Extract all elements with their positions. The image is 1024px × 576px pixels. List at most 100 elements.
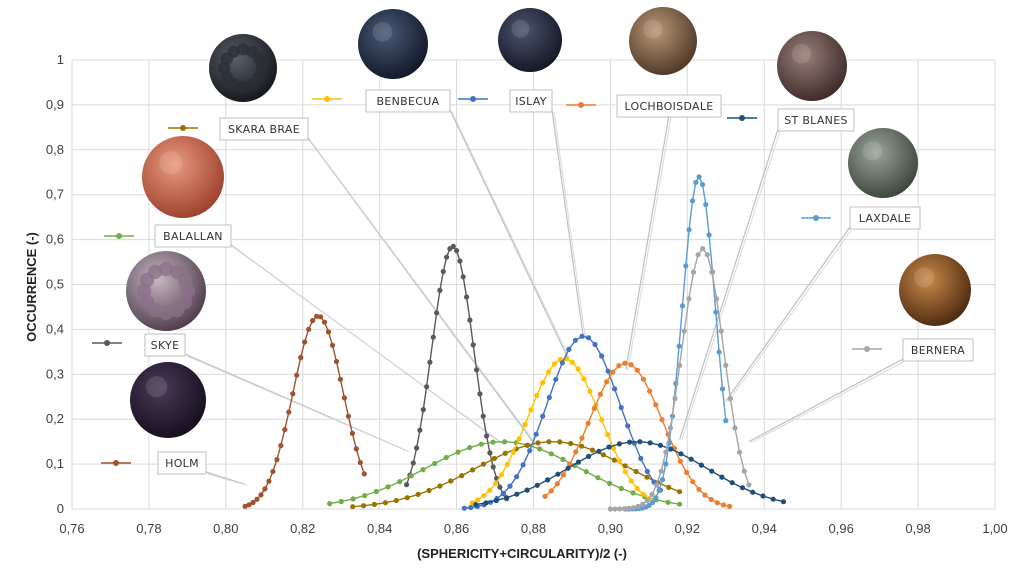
data-point	[250, 499, 256, 506]
legend-marker	[180, 125, 186, 131]
legend-marker	[739, 115, 745, 121]
y-tick-label: 0,5	[46, 277, 64, 292]
data-point	[693, 179, 699, 185]
data-point	[337, 376, 343, 382]
x-tick-label: 0,76	[59, 521, 84, 536]
data-point	[266, 478, 272, 484]
data-point	[595, 475, 601, 481]
stone-image	[777, 31, 847, 101]
data-point	[657, 442, 664, 448]
data-point	[350, 496, 356, 502]
leader-line	[186, 355, 409, 453]
data-point	[607, 506, 614, 512]
y-tick-label: 0,2	[46, 411, 64, 426]
data-point	[455, 449, 461, 455]
data-point	[739, 485, 746, 491]
data-point	[628, 362, 634, 368]
series-name: ST BLANES	[784, 114, 848, 127]
data-point	[500, 490, 507, 496]
data-point	[716, 349, 722, 355]
y-tick-label: 0	[57, 501, 64, 516]
data-point	[565, 465, 571, 471]
data-point	[718, 328, 724, 334]
data-point	[741, 468, 747, 474]
series-name: ISLAY	[515, 95, 547, 108]
data-point	[430, 334, 436, 340]
data-point	[353, 446, 359, 452]
data-point	[410, 460, 416, 466]
data-point	[732, 425, 738, 431]
data-point	[290, 391, 296, 397]
data-point	[634, 485, 640, 491]
x-tick-label: 0,84	[367, 521, 392, 536]
data-point	[560, 472, 567, 478]
y-tick-label: 0,8	[46, 142, 64, 157]
data-point	[270, 468, 276, 475]
data-point	[444, 254, 450, 260]
data-point	[621, 506, 627, 512]
data-point	[417, 427, 423, 433]
data-point	[713, 309, 719, 315]
data-point	[575, 459, 582, 465]
legend-marker	[864, 346, 870, 352]
legend-callouts: HOLM SKYE BALALLAN SKARA BRAE BENBECUA ISLAY L…	[92, 89, 974, 475]
data-point	[686, 227, 692, 233]
leader-lines	[184, 109, 906, 486]
data-point	[338, 498, 344, 505]
data-point	[780, 499, 787, 505]
stone-image	[142, 136, 224, 218]
data-point	[473, 502, 479, 508]
data-point	[546, 394, 552, 401]
data-point	[540, 413, 546, 419]
stone-image	[358, 9, 428, 79]
data-point	[242, 503, 248, 509]
leader-line	[205, 471, 246, 485]
data-point	[737, 449, 743, 455]
data-point	[653, 495, 659, 501]
data-point	[646, 502, 652, 508]
data-point	[325, 329, 332, 335]
data-point	[611, 457, 617, 463]
data-point	[579, 443, 585, 449]
leader-line	[232, 246, 506, 446]
series-bernera	[607, 246, 752, 512]
data-point	[474, 367, 480, 373]
data-point	[658, 468, 664, 474]
data-point	[709, 468, 715, 474]
data-point	[497, 484, 503, 490]
data-point	[522, 421, 528, 428]
data-point	[493, 480, 499, 486]
data-point	[457, 258, 463, 264]
data-point	[454, 248, 460, 254]
data-point	[605, 368, 611, 374]
data-point	[371, 501, 378, 507]
data-point	[708, 496, 714, 503]
data-point	[714, 500, 720, 506]
axes: 0,76 0,78 0,80 0,82 0,84 0,86 0,88 0,90 0,92 0,94…	[46, 52, 1008, 536]
data-point	[644, 468, 650, 474]
data-point	[362, 493, 368, 499]
y-tick-label: 0,1	[46, 456, 64, 471]
legend-callout: ST BLANES	[727, 108, 855, 132]
data-point	[487, 487, 493, 493]
data-point	[484, 433, 490, 439]
data-point	[610, 445, 617, 451]
series-balallan	[327, 439, 683, 507]
data-point	[314, 313, 320, 319]
data-point	[663, 461, 669, 467]
data-point	[606, 444, 612, 450]
series-name: HOLM	[165, 457, 199, 470]
legend-callout: HOLM	[101, 451, 207, 475]
data-point	[719, 386, 726, 392]
data-point	[572, 337, 579, 343]
data-point	[540, 380, 546, 386]
data-point	[677, 458, 684, 464]
series-islay	[461, 333, 664, 511]
data-point	[723, 362, 729, 368]
data-point	[345, 413, 351, 419]
data-point	[414, 445, 420, 451]
x-tick-label: 0,82	[290, 521, 315, 536]
stone-images	[126, 7, 971, 438]
data-point	[535, 440, 541, 446]
leader-line	[681, 130, 781, 441]
